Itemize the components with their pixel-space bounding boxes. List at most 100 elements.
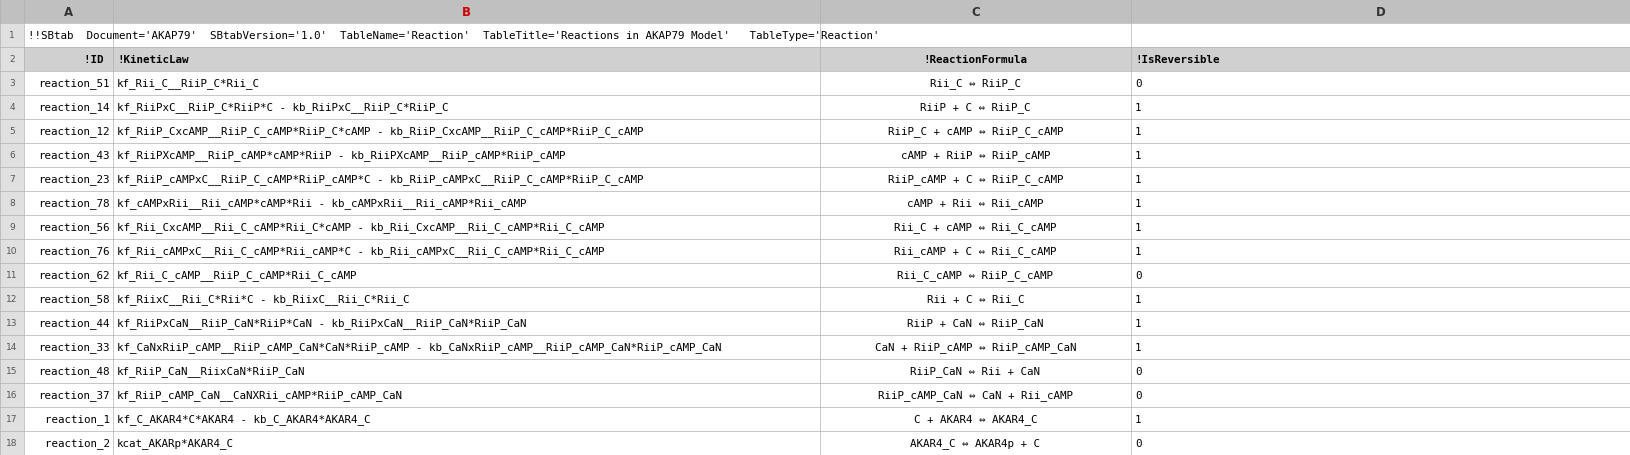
- Text: kf_RiiPXcAMP__RiiP_cAMP*cAMP*RiiP - kb_RiiPXcAMP__RiiP_cAMP*RiiP_cAMP: kf_RiiPXcAMP__RiiP_cAMP*cAMP*RiiP - kb_R…: [117, 150, 566, 161]
- Text: 0: 0: [1134, 270, 1141, 280]
- Text: 7: 7: [10, 175, 15, 184]
- Text: reaction_23: reaction_23: [39, 174, 109, 185]
- Text: reaction_62: reaction_62: [39, 270, 109, 281]
- Text: Rii_C ⇔ RiiP_C: Rii_C ⇔ RiiP_C: [929, 78, 1020, 89]
- Bar: [0, 288, 24, 311]
- Text: !ReactionFormula: !ReactionFormula: [923, 55, 1027, 65]
- Text: !IsReversible: !IsReversible: [1134, 55, 1219, 65]
- Text: 17: 17: [7, 415, 18, 424]
- Bar: [0, 407, 24, 431]
- Text: reaction_12: reaction_12: [39, 126, 109, 137]
- Bar: [0, 431, 1630, 455]
- Text: CaN + RiiP_cAMP ⇔ RiiP_cAMP_CaN: CaN + RiiP_cAMP ⇔ RiiP_cAMP_CaN: [874, 342, 1076, 353]
- Text: cAMP + Rii ⇔ Rii_cAMP: cAMP + Rii ⇔ Rii_cAMP: [906, 198, 1043, 209]
- Bar: [0, 335, 24, 359]
- Text: reaction_37: reaction_37: [39, 389, 109, 400]
- Bar: [0, 335, 1630, 359]
- Text: Rii_cAMP + C ⇔ Rii_C_cAMP: Rii_cAMP + C ⇔ Rii_C_cAMP: [893, 246, 1056, 257]
- Bar: [0, 48, 1630, 72]
- Text: 1: 1: [1134, 103, 1141, 113]
- Text: C: C: [970, 5, 980, 19]
- Bar: [0, 311, 24, 335]
- Text: kcat_AKARp*AKAR4_C: kcat_AKARp*AKAR4_C: [117, 438, 233, 449]
- Text: reaction_2: reaction_2: [33, 438, 109, 449]
- Text: AKAR4_C ⇔ AKAR4p + C: AKAR4_C ⇔ AKAR4p + C: [910, 438, 1040, 449]
- Bar: [0, 72, 24, 96]
- Text: 1: 1: [1134, 198, 1141, 208]
- Text: RiiP_CaN ⇔ Rii + CaN: RiiP_CaN ⇔ Rii + CaN: [910, 366, 1040, 377]
- Text: kf_RiiPxC__RiiP_C*RiiP*C - kb_RiiPxC__RiiP_C*RiiP_C: kf_RiiPxC__RiiP_C*RiiP*C - kb_RiiPxC__Ri…: [117, 102, 448, 113]
- Text: 15: 15: [7, 367, 18, 376]
- Text: 5: 5: [10, 127, 15, 136]
- Text: RiiP + CaN ⇔ RiiP_CaN: RiiP + CaN ⇔ RiiP_CaN: [906, 318, 1043, 329]
- Bar: [0, 239, 24, 263]
- Text: 1: 1: [1134, 175, 1141, 185]
- Bar: [0, 359, 24, 383]
- Text: reaction_1: reaction_1: [33, 414, 109, 425]
- Bar: [0, 216, 1630, 239]
- Bar: [0, 24, 1630, 48]
- Text: reaction_48: reaction_48: [39, 366, 109, 377]
- Bar: [0, 48, 24, 72]
- Text: 8: 8: [10, 199, 15, 208]
- Text: RiiP_C + cAMP ⇔ RiiP_C_cAMP: RiiP_C + cAMP ⇔ RiiP_C_cAMP: [887, 126, 1063, 137]
- Text: reaction_58: reaction_58: [39, 294, 109, 305]
- Text: reaction_76: reaction_76: [39, 246, 109, 257]
- Text: !ID: !ID: [85, 55, 109, 65]
- Bar: [0, 144, 24, 167]
- Text: reaction_33: reaction_33: [39, 342, 109, 353]
- Text: 0: 0: [1134, 438, 1141, 448]
- Text: 9: 9: [10, 223, 15, 232]
- Bar: [0, 383, 1630, 407]
- Text: 0: 0: [1134, 79, 1141, 89]
- Bar: [0, 263, 24, 288]
- Text: 11: 11: [7, 271, 18, 280]
- Text: kf_Rii_CxcAMP__Rii_C_cAMP*Rii_C*cAMP - kb_Rii_CxcAMP__Rii_C_cAMP*Rii_C_cAMP: kf_Rii_CxcAMP__Rii_C_cAMP*Rii_C*cAMP - k…: [117, 222, 605, 233]
- Text: kf_CaNxRiiP_cAMP__RiiP_cAMP_CaN*CaN*RiiP_cAMP - kb_CaNxRiiP_cAMP__RiiP_cAMP_CaN*: kf_CaNxRiiP_cAMP__RiiP_cAMP_CaN*CaN*RiiP…: [117, 342, 720, 353]
- Text: 1: 1: [1134, 414, 1141, 424]
- Bar: [0, 167, 24, 192]
- Text: reaction_78: reaction_78: [39, 198, 109, 209]
- Text: kf_Rii_C_cAMP__RiiP_C_cAMP*Rii_C_cAMP: kf_Rii_C_cAMP__RiiP_C_cAMP*Rii_C_cAMP: [117, 270, 357, 281]
- Bar: [0, 120, 24, 144]
- Text: RiiP + C ⇔ RiiP_C: RiiP + C ⇔ RiiP_C: [919, 102, 1030, 113]
- Text: 12: 12: [7, 295, 18, 304]
- Text: RiiP_cAMP + C ⇔ RiiP_C_cAMP: RiiP_cAMP + C ⇔ RiiP_C_cAMP: [887, 174, 1063, 185]
- Text: 4: 4: [10, 103, 15, 112]
- Text: reaction_51: reaction_51: [39, 78, 109, 89]
- Text: kf_Rii_C__RiiP_C*Rii_C: kf_Rii_C__RiiP_C*Rii_C: [117, 78, 259, 89]
- Bar: [0, 0, 1630, 24]
- Bar: [0, 96, 24, 120]
- Bar: [0, 288, 1630, 311]
- Bar: [0, 72, 1630, 96]
- Bar: [0, 96, 1630, 120]
- Text: 13: 13: [7, 319, 18, 328]
- Text: !KineticLaw: !KineticLaw: [117, 55, 189, 65]
- Text: reaction_14: reaction_14: [39, 102, 109, 113]
- Text: D: D: [1376, 5, 1386, 19]
- Text: RiiP_cAMP_CaN ⇔ CaN + Rii_cAMP: RiiP_cAMP_CaN ⇔ CaN + Rii_cAMP: [877, 389, 1073, 400]
- Bar: [0, 216, 24, 239]
- Bar: [0, 24, 24, 48]
- Text: kf_RiixC__Rii_C*Rii*C - kb_RiixC__Rii_C*Rii_C: kf_RiixC__Rii_C*Rii*C - kb_RiixC__Rii_C*…: [117, 294, 409, 305]
- Text: 14: 14: [7, 343, 18, 352]
- Text: reaction_56: reaction_56: [39, 222, 109, 233]
- Text: 1: 1: [1134, 294, 1141, 304]
- Bar: [0, 167, 1630, 192]
- Text: kf_RiiP_CaN__RiixCaN*RiiP_CaN: kf_RiiP_CaN__RiixCaN*RiiP_CaN: [117, 366, 305, 377]
- Text: 1: 1: [1134, 342, 1141, 352]
- Bar: [0, 192, 24, 216]
- Bar: [0, 407, 1630, 431]
- Text: 2: 2: [10, 56, 15, 64]
- Bar: [0, 431, 24, 455]
- Bar: [0, 359, 1630, 383]
- Text: kf_Rii_cAMPxC__Rii_C_cAMP*Rii_cAMP*C - kb_Rii_cAMPxC__Rii_C_cAMP*Rii_C_cAMP: kf_Rii_cAMPxC__Rii_C_cAMP*Rii_cAMP*C - k…: [117, 246, 605, 257]
- Text: kf_cAMPxRii__Rii_cAMP*cAMP*Rii - kb_cAMPxRii__Rii_cAMP*Rii_cAMP: kf_cAMPxRii__Rii_cAMP*cAMP*Rii - kb_cAMP…: [117, 198, 526, 209]
- Text: 6: 6: [10, 151, 15, 160]
- Text: kf_RiiP_cAMP_CaN__CaNXRii_cAMP*RiiP_cAMP_CaN: kf_RiiP_cAMP_CaN__CaNXRii_cAMP*RiiP_cAMP…: [117, 389, 403, 400]
- Bar: [0, 263, 1630, 288]
- Text: 1: 1: [10, 31, 15, 40]
- Text: reaction_44: reaction_44: [39, 318, 109, 329]
- Text: kf_RiiP_cAMPxC__RiiP_C_cAMP*RiiP_cAMP*C - kb_RiiP_cAMPxC__RiiP_C_cAMP*RiiP_C_cAM: kf_RiiP_cAMPxC__RiiP_C_cAMP*RiiP_cAMP*C …: [117, 174, 644, 185]
- Bar: [0, 192, 1630, 216]
